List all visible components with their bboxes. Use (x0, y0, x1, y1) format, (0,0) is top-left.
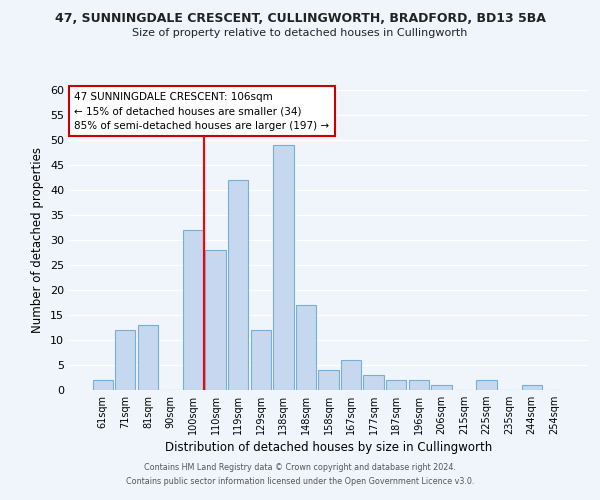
Text: Contains public sector information licensed under the Open Government Licence v3: Contains public sector information licen… (126, 477, 474, 486)
Bar (251, 330, 271, 390)
Bar (205, 250, 226, 390)
Text: 47, SUNNINGDALE CRESCENT, CULLINGWORTH, BRADFORD, BD13 5BA: 47, SUNNINGDALE CRESCENT, CULLINGWORTH, … (55, 12, 545, 26)
Text: Size of property relative to detached houses in Cullingworth: Size of property relative to detached ho… (133, 28, 467, 38)
Bar (476, 380, 497, 390)
Bar (341, 360, 361, 390)
Bar (183, 230, 203, 390)
Text: 47 SUNNINGDALE CRESCENT: 106sqm
← 15% of detached houses are smaller (34)
85% of: 47 SUNNINGDALE CRESCENT: 106sqm ← 15% of… (74, 92, 329, 131)
Bar (521, 385, 542, 390)
Text: Contains HM Land Registry data © Crown copyright and database right 2024.: Contains HM Land Registry data © Crown c… (144, 464, 456, 472)
Bar (386, 380, 406, 390)
Bar (115, 330, 136, 390)
Y-axis label: Number of detached properties: Number of detached properties (31, 147, 44, 333)
Bar (273, 145, 293, 390)
Bar (431, 385, 452, 390)
Bar (92, 380, 113, 390)
Bar (228, 180, 248, 390)
Bar (319, 370, 338, 390)
X-axis label: Distribution of detached houses by size in Cullingworth: Distribution of detached houses by size … (165, 442, 492, 454)
Bar (364, 375, 384, 390)
Bar (409, 380, 429, 390)
Bar (296, 305, 316, 390)
Bar (138, 325, 158, 390)
